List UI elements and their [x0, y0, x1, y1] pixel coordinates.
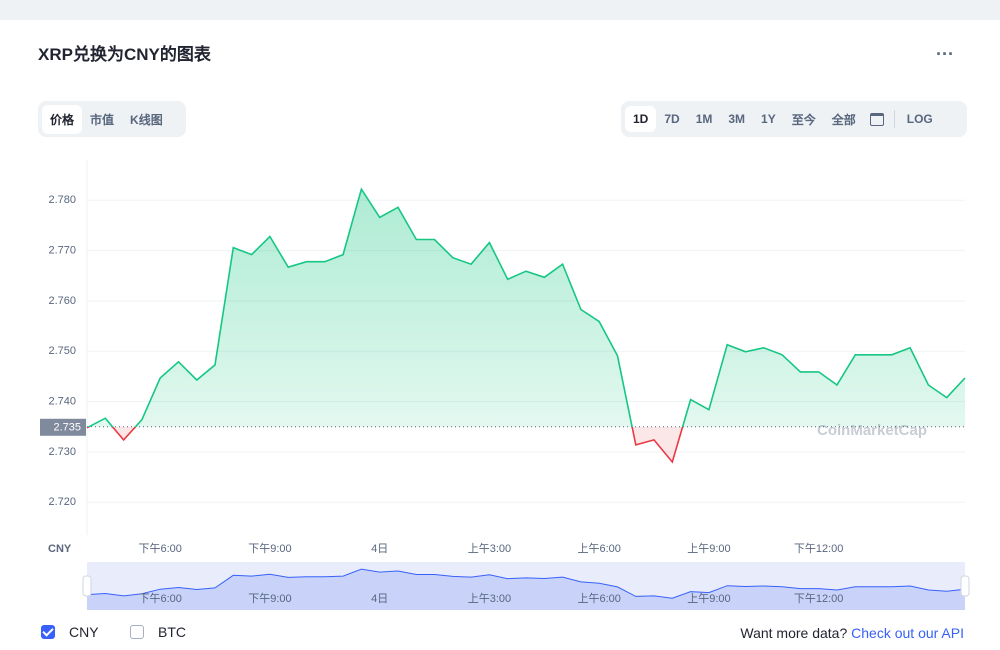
title: XRP兑换为CNY的图表 [38, 45, 211, 64]
range[interactable]: 3M [728, 112, 746, 126]
api-link[interactable]: Check out our API [851, 625, 964, 641]
navigator-handle[interactable] [960, 575, 970, 597]
y-tick-label: 2.780 [48, 194, 76, 206]
price-line [86, 187, 966, 464]
range[interactable]: LOG [906, 112, 933, 126]
reference-label-bg [40, 418, 86, 436]
footer-text: Want more data? [740, 625, 848, 641]
x-tick-label: 下午9:00 [248, 542, 291, 555]
navigator-label: 下午9:00 [248, 592, 291, 605]
tab-group: 价格 市值 K线图 [38, 101, 186, 137]
toggle[interactable]: BTC [130, 624, 186, 640]
top-strip [0, 0, 1000, 20]
checkbox[interactable] [41, 625, 55, 639]
navigator-label: 下午6:00 [138, 592, 181, 605]
footer: Want more data? Check out our API [740, 625, 964, 641]
navigator-label: 下午12:00 [794, 592, 844, 605]
tab[interactable]: 价格 [42, 104, 83, 134]
navigator-label: 上午9:00 [687, 592, 730, 605]
range[interactable]: 1D [625, 106, 657, 132]
range[interactable]: 1Y [761, 112, 776, 126]
range[interactable]: 全部 [831, 112, 856, 127]
navigator-handle[interactable] [82, 575, 92, 597]
toggle-label: BTC [158, 624, 186, 640]
range[interactable]: 至今 [791, 112, 816, 127]
navigator-label: 上午6:00 [577, 592, 620, 605]
checkbox[interactable] [130, 625, 144, 639]
y-tick-label: 2.730 [48, 446, 76, 458]
separator [893, 110, 895, 128]
navigator-label: 4日 [371, 593, 388, 605]
y-tick-label: 2.750 [48, 345, 76, 357]
tab[interactable]: 市值 [90, 112, 115, 127]
chart: CoinMarketCap CNY 2.7202.7302.7402.7502.… [40, 160, 970, 610]
x-tick-label: 下午12:00 [794, 542, 844, 555]
tab[interactable]: K线图 [130, 112, 163, 127]
y-tick-label: 2.770 [48, 245, 76, 257]
x-tick-label: 4日 [371, 543, 388, 555]
navigator-line [86, 568, 966, 599]
calendar-icon[interactable] [869, 112, 884, 126]
x-tick-label: 上午3:00 [468, 542, 511, 555]
range[interactable]: 7D [664, 112, 680, 126]
x-tick-label: 上午9:00 [687, 542, 730, 555]
x-tick-label: 下午6:00 [138, 542, 181, 555]
x-tick-label: 上午6:00 [577, 542, 620, 555]
more-menu[interactable]: ··· [936, 44, 954, 64]
y-tick-label: 2.740 [48, 396, 76, 408]
y-unit-label: CNY [48, 543, 72, 555]
range[interactable]: 1M [695, 112, 713, 126]
toggle-label: CNY [69, 624, 99, 640]
toggle[interactable]: CNY [41, 624, 99, 640]
range-group: 1D 7D 1M 3M 1Y 至今 全部 LOG [621, 101, 967, 137]
area-up [88, 189, 965, 427]
y-tick-label: 2.760 [48, 295, 76, 307]
y-tick-label: 2.720 [48, 496, 76, 508]
navigator-label: 上午3:00 [468, 592, 511, 605]
reference-label: 2.735 [53, 422, 81, 434]
navigator-area [87, 569, 965, 610]
